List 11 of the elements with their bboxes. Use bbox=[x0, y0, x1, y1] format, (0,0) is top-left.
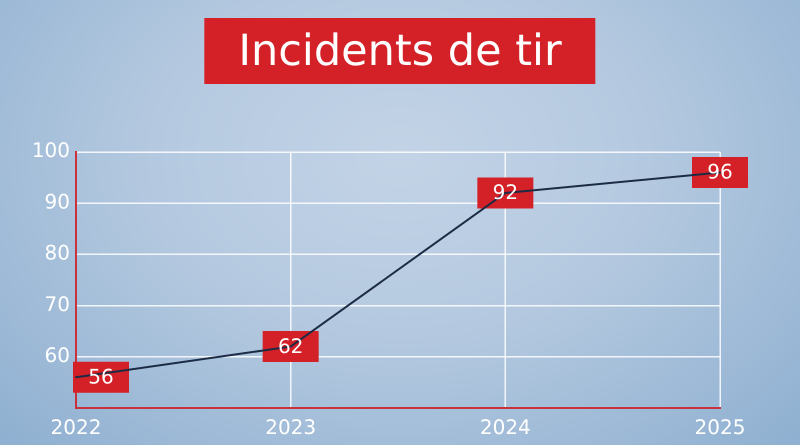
chart-title: Incidents de tir bbox=[204, 18, 596, 84]
data-label: 96 bbox=[707, 160, 733, 184]
y-tick-label: 60 bbox=[44, 343, 70, 368]
y-tick-label: 100 bbox=[32, 138, 70, 162]
y-tick-label: 80 bbox=[44, 240, 70, 265]
x-tick-label: 2022 bbox=[50, 415, 102, 440]
x-tick-label: 2023 bbox=[265, 415, 316, 440]
y-tick-label: 90 bbox=[44, 189, 70, 214]
x-tick-label: 2024 bbox=[480, 415, 531, 440]
y-tick-label: 70 bbox=[44, 292, 70, 316]
x-tick-label: 2025 bbox=[694, 415, 746, 440]
